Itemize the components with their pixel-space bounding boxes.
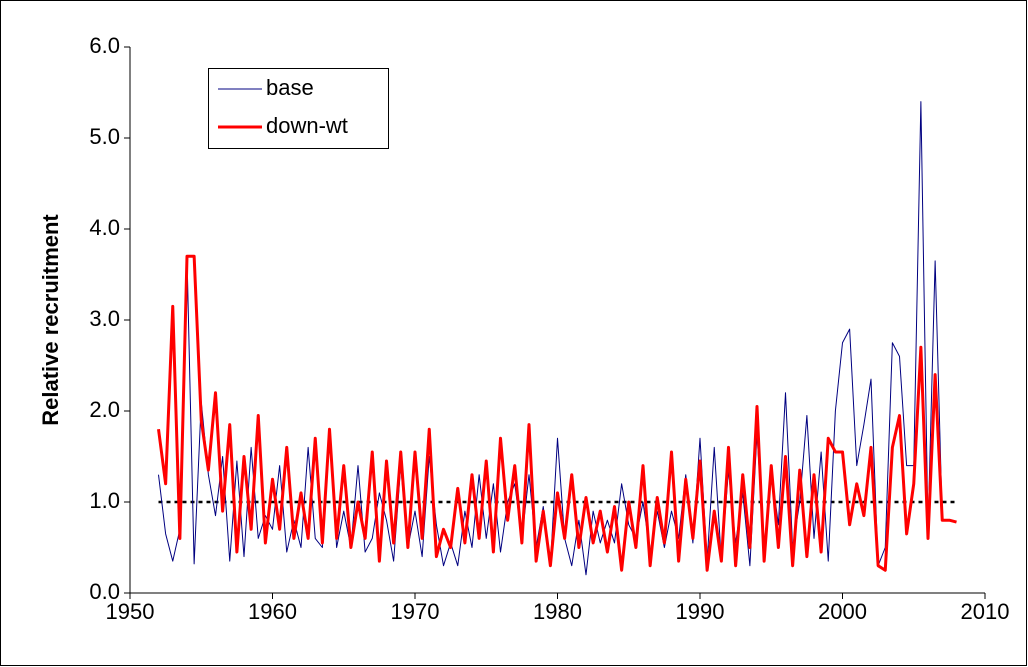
y-tick-label: 6.0 <box>89 33 120 58</box>
x-tick-label: 1980 <box>533 599 582 624</box>
y-tick-label: 2.0 <box>89 397 120 422</box>
x-tick-label: 1990 <box>676 599 725 624</box>
y-tick-label: 4.0 <box>89 215 120 240</box>
x-tick-label: 2000 <box>818 599 867 624</box>
legend-box <box>208 68 389 149</box>
y-tick-label: 5.0 <box>89 124 120 149</box>
legend-label: base <box>266 75 314 100</box>
x-tick-label: 1960 <box>248 599 297 624</box>
y-tick-label: 0.0 <box>89 579 120 604</box>
x-tick-label: 1970 <box>391 599 440 624</box>
legend-label: down-wt <box>266 113 348 138</box>
series-line <box>157 254 957 572</box>
x-tick-label: 2010 <box>961 599 1010 624</box>
y-tick-label: 3.0 <box>89 306 120 331</box>
series-line <box>158 101 957 576</box>
y-axis-label: Relative recruitment <box>38 214 63 426</box>
y-tick-label: 1.0 <box>89 488 120 513</box>
x-tick-label: 1950 <box>106 599 155 624</box>
